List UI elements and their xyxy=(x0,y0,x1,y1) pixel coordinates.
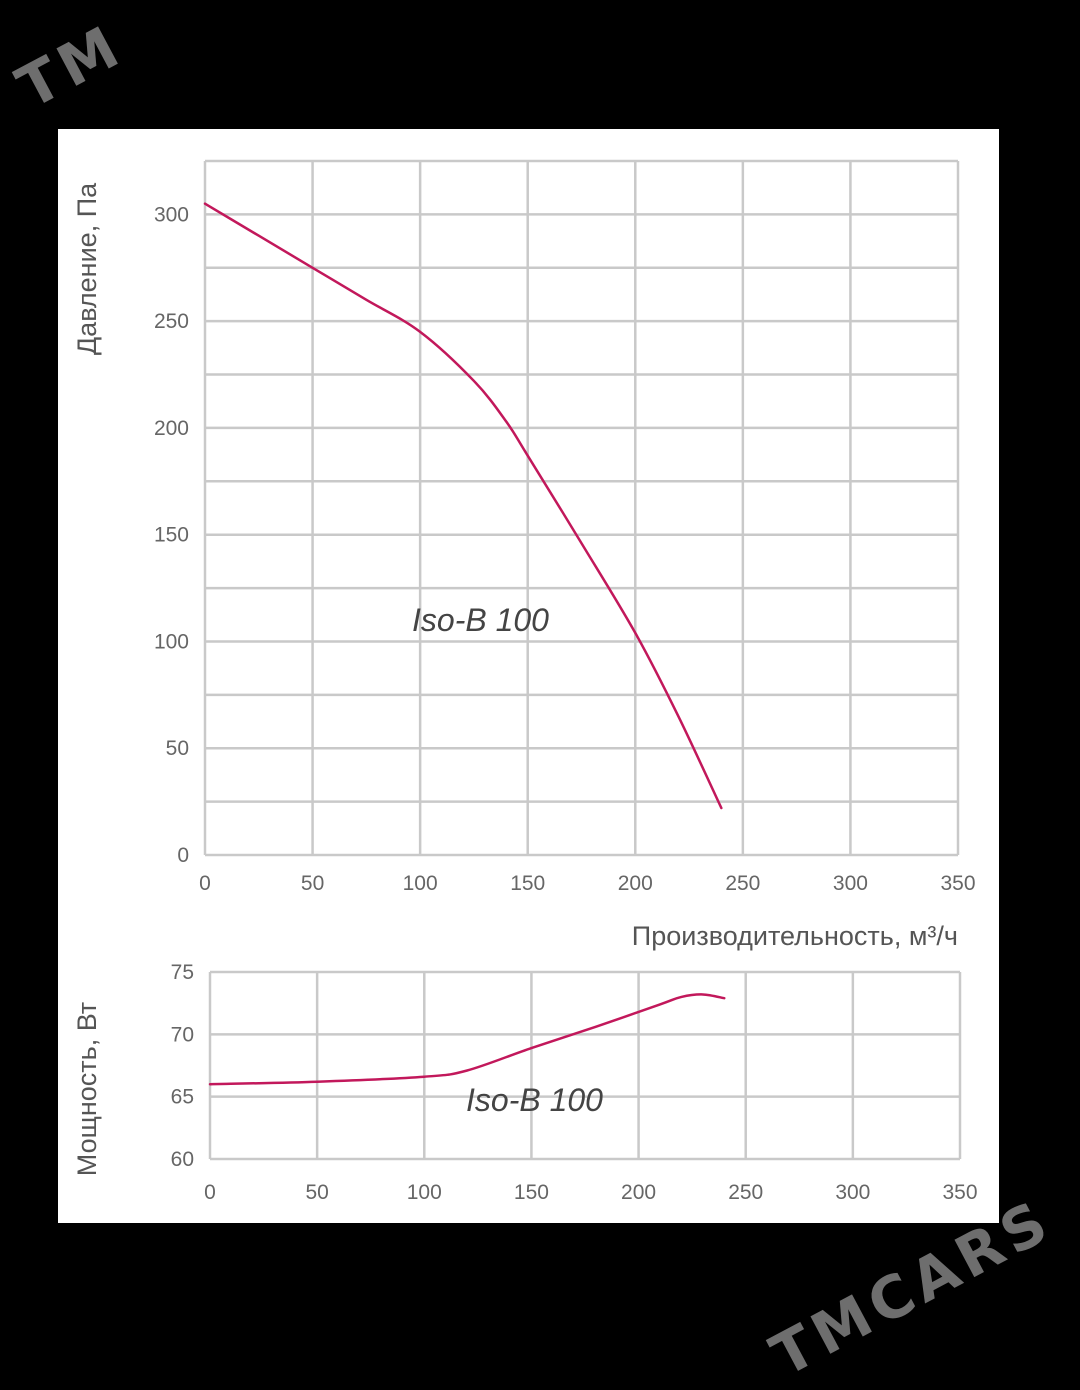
x-tick-label: 100 xyxy=(407,1181,442,1204)
y-tick-label: 150 xyxy=(154,524,189,547)
y-tick-label: 70 xyxy=(171,1023,194,1046)
x-tick-label: 300 xyxy=(835,1181,870,1204)
pressure-chart: 0 50 100 150 200 250 300 350050100150200250300 … xyxy=(72,159,976,951)
x-tick-label: 150 xyxy=(514,1181,549,1204)
y-tick-label: 0 xyxy=(177,844,189,867)
x-tick-label: 50 xyxy=(305,1181,328,1204)
power-curve xyxy=(208,993,726,1086)
power-curve-label: Iso-B 100 xyxy=(466,1082,603,1118)
x-tick-label: 0 xyxy=(204,1181,216,1204)
y-tick-label: 65 xyxy=(171,1086,194,1109)
y-tick-label: 75 xyxy=(171,961,194,984)
x-tick-label: 100 xyxy=(403,872,438,895)
x-tick-label: 350 xyxy=(942,1181,977,1204)
pressure-axis-title: Давление, Па xyxy=(72,182,102,355)
power-axis-title: Мощность, Вт xyxy=(72,1002,102,1176)
x-axis-title: Производительность, м³/ч xyxy=(632,921,958,951)
watermark-top-left: TM xyxy=(6,10,135,123)
y-tick-label: 100 xyxy=(154,630,189,653)
x-tick-label: 300 xyxy=(833,872,868,895)
x-tick-label: 150 xyxy=(510,872,545,895)
x-tick-label: 350 xyxy=(940,872,975,895)
x-tick-label: 200 xyxy=(621,1181,656,1204)
y-tick-label: 200 xyxy=(154,417,189,440)
x-tick-label: 50 xyxy=(301,872,324,895)
charts-canvas: 0 50 100 150 200 250 300 350050100150200250300 … xyxy=(72,159,978,1204)
y-tick-label: 50 xyxy=(166,737,189,760)
x-tick-label: 200 xyxy=(618,872,653,895)
y-tick-label: 300 xyxy=(154,203,189,226)
pressure-curve-label: Iso-B 100 xyxy=(412,602,549,638)
x-tick-label: 250 xyxy=(725,872,760,895)
x-tick-label: 0 xyxy=(199,872,211,895)
pressure-curve xyxy=(203,202,723,810)
y-tick-label: 60 xyxy=(171,1148,194,1171)
y-tick-label: 250 xyxy=(154,310,189,333)
chart-card: 0 50 100 150 200 250 300 350 0 50 100 150 200 250 300 … xyxy=(58,129,999,1223)
x-tick-label: 250 xyxy=(728,1181,763,1204)
